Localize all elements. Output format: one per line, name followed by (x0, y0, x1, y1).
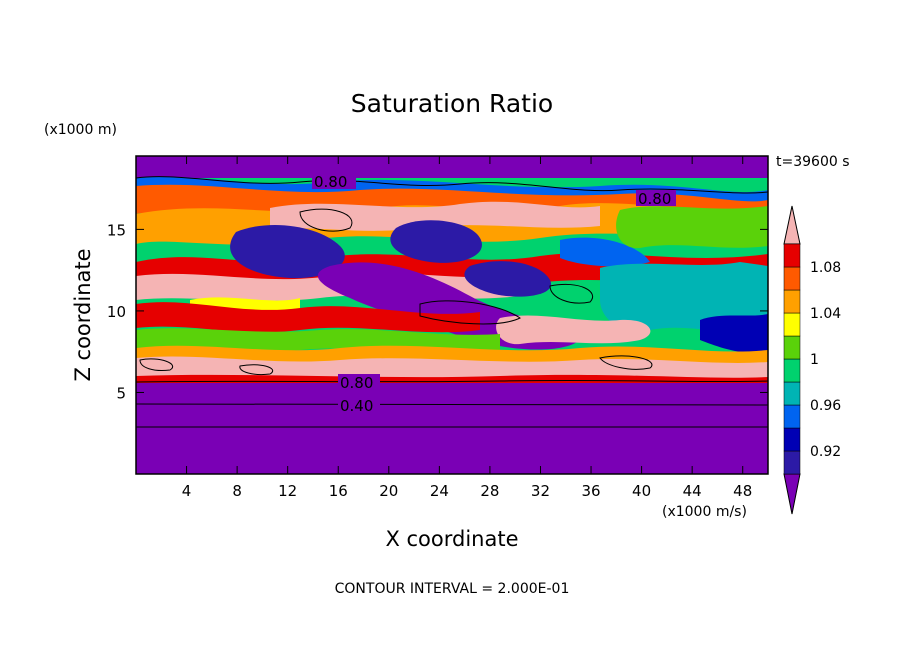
x-tick-label: 16 (329, 482, 348, 500)
y-tick-label: 10 (107, 303, 126, 321)
contour-loop-6 (599, 355, 653, 370)
dry-pocket-2 (390, 220, 482, 263)
dry-pocket-4 (464, 261, 552, 297)
contour-label-bg-3 (338, 374, 380, 390)
contour-line-040 (136, 403, 768, 406)
colorbar-swatch (783, 404, 801, 429)
blue-patch-2 (700, 314, 768, 353)
plot-area (136, 156, 768, 474)
x-tick-label: 36 (581, 482, 600, 500)
dry-pocket-1 (230, 224, 345, 279)
plot-frame (135, 155, 769, 475)
chart-title: Saturation Ratio (351, 89, 553, 118)
colorbar-tick-label: 1 (810, 352, 819, 368)
time-label: t=39600 s (776, 154, 850, 170)
contour-loop-5 (139, 358, 173, 371)
y-tick-label: 15 (107, 221, 126, 239)
y-axis-title: Z coordinate (71, 248, 95, 381)
colorbar-swatch (783, 427, 801, 452)
contour-loop-2 (419, 300, 521, 325)
contour-label-bg-1 (312, 173, 356, 189)
x-tick-label: 8 (232, 482, 242, 500)
contour-label-3: 0.80 (340, 374, 373, 392)
contour-label-bg-4 (338, 397, 380, 413)
x-unit-label: (x1000 m/s) (662, 504, 747, 520)
colorbar-top-arrow (783, 205, 801, 245)
contour-label-2: 0.80 (638, 190, 671, 208)
contour-label-1: 0.80 (314, 173, 347, 191)
y-axis: 5 10 15 (107, 221, 768, 402)
x-tick-label: 40 (632, 482, 651, 500)
contour-loop-4 (239, 364, 273, 375)
colorbar-swatch (783, 289, 801, 314)
x-axis: 4 8 12 16 20 24 28 32 36 40 44 48 (182, 156, 752, 500)
x-tick-label: 4 (182, 482, 192, 500)
red-band-2 (136, 302, 480, 333)
colorbar-tick-label: 0.92 (810, 444, 841, 460)
contour-label-4: 0.40 (340, 397, 373, 415)
colorbar-swatch (783, 266, 801, 291)
colorbar-swatch (783, 381, 801, 406)
contour-loop-1 (299, 208, 353, 232)
contour-interval-footer: CONTOUR INTERVAL = 2.000E-01 (335, 581, 570, 597)
x-tick-label: 44 (683, 482, 702, 500)
contour-line-080 (136, 379, 768, 383)
contour-label-bg-2 (636, 190, 676, 206)
green-patch-1 (616, 206, 768, 249)
colorbar-tick-label: 1.08 (810, 260, 841, 276)
supersat-band-3 (496, 315, 651, 345)
colorbar-swatch (783, 312, 801, 337)
contour-line-upper (136, 176, 768, 194)
x-tick-label: 48 (733, 482, 752, 500)
colorbar-tick-label: 1.04 (810, 306, 841, 322)
colorbar-swatch (783, 450, 801, 475)
y-unit-label: (x1000 m) (44, 122, 117, 138)
x-axis-title: X coordinate (385, 527, 518, 551)
contour-loop-3 (549, 283, 593, 304)
colorbar-bottom-arrow (783, 473, 801, 515)
colorbar-swatch (783, 358, 801, 383)
green-patch-2 (136, 328, 500, 352)
colorbar-swatch (783, 335, 801, 360)
colorbar-tick-label: 0.96 (810, 398, 841, 414)
x-tick-label: 24 (430, 482, 449, 500)
x-tick-label: 12 (278, 482, 297, 500)
supersat-band-1 (270, 201, 600, 231)
x-tick-label: 28 (480, 482, 499, 500)
x-tick-label: 20 (379, 482, 398, 500)
upper-dry-region (136, 156, 768, 178)
bottom-supersat-band (136, 356, 768, 380)
cyan-patch-1 (600, 262, 768, 333)
y-tick-label: 5 (116, 384, 126, 402)
colorbar-swatch (783, 243, 801, 268)
x-tick-label: 32 (531, 482, 550, 500)
colorbar: 0.92 0.96 1 1.04 1.08 (783, 205, 841, 515)
blue-patch-1 (560, 237, 650, 267)
